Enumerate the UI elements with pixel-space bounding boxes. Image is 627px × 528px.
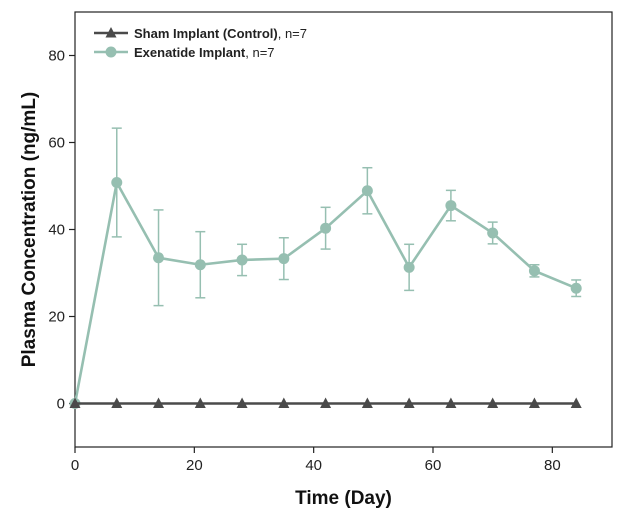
data-point (445, 200, 457, 212)
data-point (236, 254, 248, 266)
x-tick-label: 80 (544, 457, 561, 474)
data-point (570, 282, 582, 294)
data-point (194, 259, 206, 271)
data-point (403, 261, 415, 273)
series-exenatide (69, 127, 582, 409)
data-point (278, 397, 290, 409)
data-point (528, 397, 540, 409)
legend-marker (105, 46, 117, 58)
data-point (528, 265, 540, 277)
y-tick-label: 60 (48, 135, 65, 152)
x-axis-title: Time (Day) (295, 488, 392, 509)
x-tick-label: 40 (305, 457, 322, 474)
data-point (361, 185, 373, 197)
data-point (111, 177, 123, 189)
data-point (278, 253, 290, 265)
series-layer (69, 127, 582, 409)
data-point (153, 252, 165, 264)
data-point (111, 397, 123, 409)
data-point (236, 397, 248, 409)
x-tick-label: 0 (71, 457, 79, 474)
data-point (153, 397, 165, 409)
axis-ticks: 0 20 40 60 80 0 20 40 60 80 (48, 48, 560, 475)
y-tick-label: 40 (48, 222, 65, 239)
legend-marker (105, 26, 117, 38)
data-point (403, 397, 415, 409)
legend-label: Exenatide Implant, n=7 (134, 45, 275, 60)
series-sham (69, 397, 582, 409)
data-point (320, 397, 332, 409)
legend: Sham Implant (Control), n=7 Exenatide Imp… (94, 26, 307, 60)
y-tick-label: 20 (48, 309, 65, 326)
x-tick-label: 60 (425, 457, 442, 474)
data-point (487, 397, 499, 409)
data-point (361, 397, 373, 409)
data-point (320, 222, 332, 234)
data-point (69, 397, 81, 409)
y-tick-label: 0 (57, 396, 65, 413)
data-point (570, 397, 582, 409)
data-point (194, 397, 206, 409)
y-tick-label: 80 (48, 48, 65, 65)
plot-frame (74, 11, 613, 448)
x-tick-label: 20 (186, 457, 203, 474)
data-point (487, 227, 499, 239)
legend-label: Sham Implant (Control), n=7 (134, 26, 307, 41)
data-point (445, 397, 457, 409)
y-axis-title: Plasma Concentration (ng/mL) (19, 92, 40, 368)
